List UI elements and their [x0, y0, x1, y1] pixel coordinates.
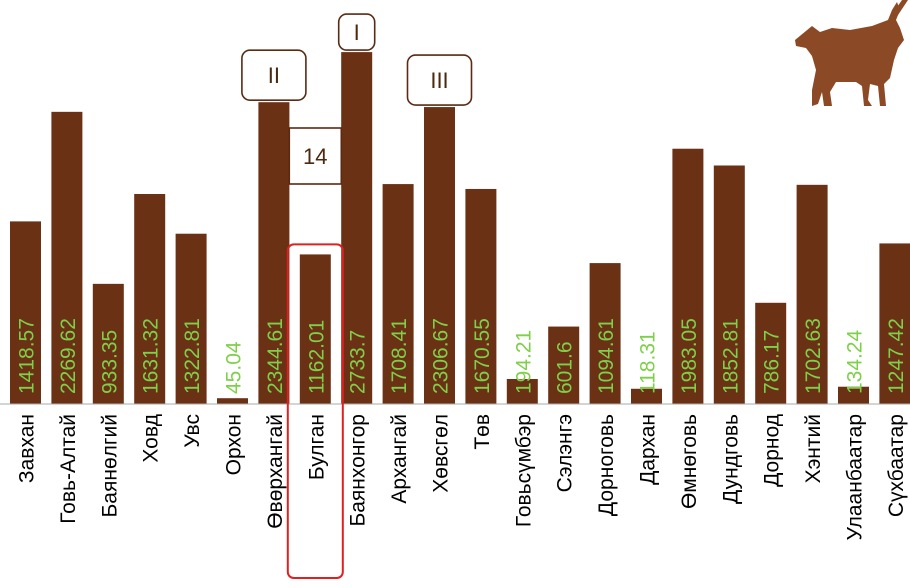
rank-label-2: II [268, 63, 280, 88]
bar-4 [134, 194, 166, 404]
bar-3 [92, 283, 124, 404]
category-label-12: Төв [471, 414, 494, 450]
data-label-21: 134.24 [844, 329, 867, 394]
rank-label-1: I [354, 20, 360, 45]
bar-14 [548, 326, 580, 404]
data-label-7: 2344.61 [264, 318, 287, 394]
data-label-16: 118.31 [637, 331, 660, 394]
category-label-15: Дорноговь [595, 414, 618, 516]
bar-6 [217, 398, 248, 404]
data-label-18: 1852.81 [719, 318, 742, 394]
bars-layer [10, 52, 910, 404]
category-label-17: Өмнөговь [678, 414, 701, 509]
data-label-1: 1418.57 [16, 318, 39, 394]
data-label-12: 1670.55 [471, 318, 494, 394]
bar-16 [631, 388, 662, 404]
category-label-21: Улаанбаатар [844, 414, 867, 540]
category-label-20: Хэнтий [802, 414, 825, 483]
rank-box-4 [288, 127, 343, 185]
category-label-8: Булган [305, 414, 328, 480]
data-label-13: 194.21 [512, 330, 535, 394]
rank-box-2 [241, 49, 307, 101]
data-label-14: 601.6 [554, 341, 577, 394]
bar-15 [589, 263, 621, 404]
bar-19 [755, 302, 787, 404]
data-label-19: 786.17 [761, 330, 784, 394]
category-label-14: Сэлэнгэ [554, 414, 577, 492]
category-label-4: Ховд [140, 414, 163, 463]
bar-13 [506, 378, 538, 404]
data-label-6: 45.04 [223, 341, 246, 394]
data-label-22: 1247.42 [885, 318, 908, 394]
data-label-5: 1322.81 [181, 318, 204, 394]
data-label-8: 1162.01 [305, 320, 328, 394]
bar-21 [838, 386, 869, 404]
category-label-5: Увс [181, 414, 204, 448]
bar-18 [713, 165, 745, 404]
category-label-11: Хөвсгөл [430, 414, 453, 493]
data-labels-layer: 1418.57 2269.62 933.35 1631.32 1322.81 45.04 2… [16, 318, 908, 394]
category-labels-layer: Завхан Говь-Алтай Баянөлгий Ховд Увс Орхон Өвө… [16, 414, 908, 540]
bar-12 [465, 188, 497, 404]
goat-silhouette-icon [795, 0, 908, 106]
highlight-layer [286, 243, 344, 579]
bar-5 [175, 233, 207, 404]
rank-label-4: 14 [303, 144, 327, 169]
rank-box-1 [337, 13, 376, 51]
category-label-10: Архангай [388, 414, 411, 504]
category-label-18: Дундговь [719, 414, 742, 504]
data-label-10: 1708.41 [388, 318, 411, 394]
data-label-9: 2733.7 [347, 330, 370, 394]
bar-17 [672, 148, 704, 404]
category-label-19: Дорнод [761, 414, 784, 487]
data-label-2: 2269.62 [57, 318, 80, 394]
data-label-11: 2306.67 [430, 318, 453, 394]
rank-label-3: III [430, 68, 448, 93]
category-label-22: Сүхбаатар [885, 414, 908, 517]
category-label-3: Баянөлгий [98, 414, 121, 517]
category-label-2: Говь-Алтай [57, 414, 80, 524]
bar-1 [10, 221, 41, 404]
bar-7 [258, 102, 290, 404]
category-label-7: Өвөрхангай [264, 414, 287, 529]
data-label-15: 1094.61 [595, 318, 618, 394]
data-label-4: 1631.32 [140, 318, 163, 394]
category-label-9: Баянхонгор [347, 414, 370, 527]
bar-22 [879, 243, 910, 404]
category-label-6: Орхон [223, 414, 246, 475]
category-label-1: Завхан [16, 414, 39, 483]
category-label-16: Дархан [637, 414, 660, 485]
bar-2 [51, 111, 83, 404]
bar-10 [382, 184, 414, 404]
data-label-3: 933.35 [98, 330, 121, 394]
rank-box-3 [406, 54, 473, 106]
bar-11 [424, 107, 455, 404]
bar-8 [299, 254, 331, 404]
category-label-13: Говьсүмбэр [512, 414, 535, 527]
data-label-20: 1702.63 [802, 318, 825, 394]
bar-20 [796, 184, 828, 404]
data-label-17: 1983.05 [678, 318, 701, 394]
highlight-frame [286, 243, 344, 579]
bar-9 [341, 52, 373, 404]
